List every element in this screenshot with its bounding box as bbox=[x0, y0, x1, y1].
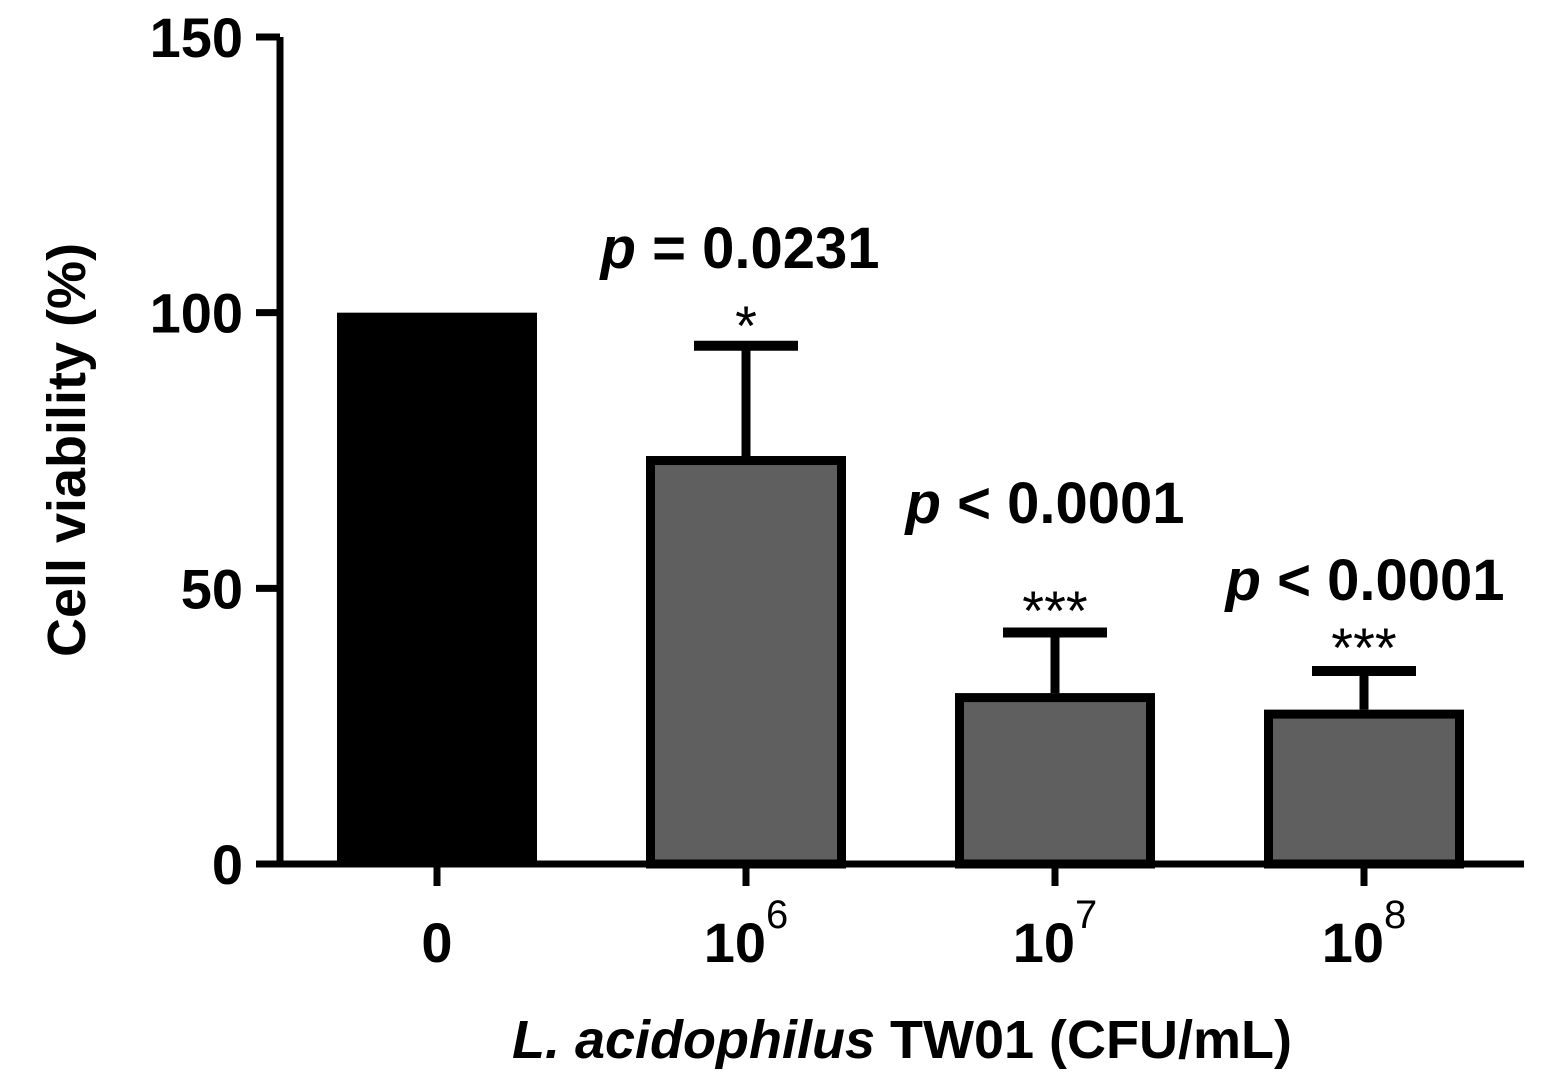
bars bbox=[337, 312, 1464, 869]
y-tick-label: 100 bbox=[150, 282, 243, 345]
x-axis-title: L. acidophilus TW01 (CFU/mL) bbox=[512, 1010, 1292, 1070]
x-tick-label: 106 bbox=[704, 893, 789, 974]
x-tick-exponent: 7 bbox=[1075, 893, 1097, 937]
x-tick-base: 10 bbox=[1322, 911, 1384, 974]
x-tick-base: 10 bbox=[704, 911, 766, 974]
bar bbox=[955, 693, 1155, 869]
bar bbox=[337, 312, 537, 865]
p-value-text: < 0.0001 bbox=[941, 471, 1185, 536]
y-ticks: 0 50 100 150 bbox=[150, 6, 280, 896]
p-value-text: < 0.0001 bbox=[1261, 548, 1505, 613]
x-tick-exponent: 8 bbox=[1384, 893, 1406, 937]
p-value-annotation: p < 0.0001 bbox=[1224, 548, 1505, 613]
x-axis-title-species: L. acidophilus bbox=[512, 1010, 875, 1070]
p-value-annotation: p < 0.0001 bbox=[904, 471, 1185, 536]
x-axis-title-rest: TW01 (CFU/mL) bbox=[875, 1010, 1292, 1070]
bar bbox=[646, 456, 846, 869]
x-tick-exponent: 6 bbox=[766, 893, 788, 937]
y-tick-label: 50 bbox=[181, 557, 243, 620]
x-tick-label: 0 bbox=[421, 911, 452, 974]
p-symbol: p bbox=[1224, 548, 1261, 613]
x-tick-label: 107 bbox=[1013, 893, 1098, 974]
significance-stars: *** bbox=[1022, 579, 1087, 642]
bar bbox=[1264, 709, 1464, 869]
p-value-text: = 0.0231 bbox=[636, 216, 880, 281]
y-tick-label: 0 bbox=[212, 833, 243, 896]
p-value-annotation: p = 0.0231 bbox=[599, 216, 880, 281]
p-symbol: p bbox=[904, 471, 941, 536]
significance-stars: * bbox=[735, 294, 757, 357]
x-tick-base: 0 bbox=[421, 911, 452, 974]
significance-stars: *** bbox=[1331, 616, 1396, 679]
y-tick-label: 150 bbox=[150, 6, 243, 69]
x-tick-base: 10 bbox=[1013, 911, 1075, 974]
p-symbol: p bbox=[599, 216, 636, 281]
x-tick-label: 108 bbox=[1322, 893, 1407, 974]
y-axis-title: Cell viability (%) bbox=[37, 243, 97, 657]
x-ticks: 0 106 107 108 bbox=[421, 864, 1406, 974]
